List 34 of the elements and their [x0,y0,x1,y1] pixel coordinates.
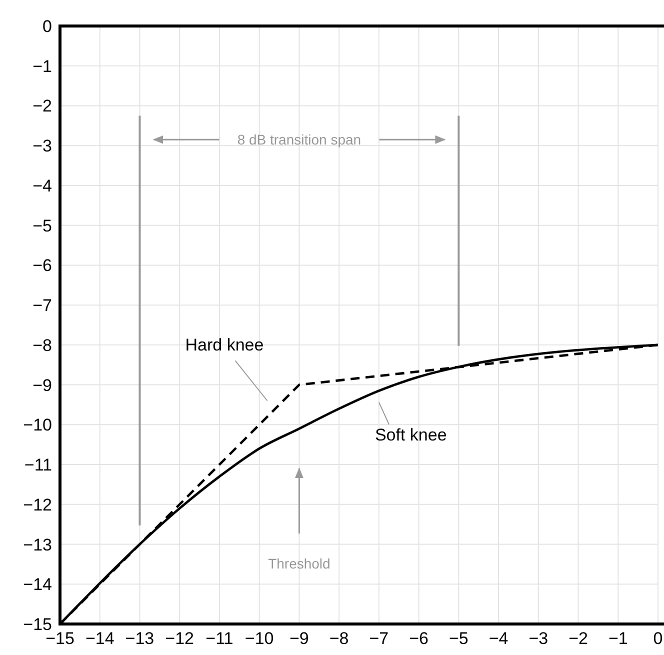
y-tick-label: −3 [32,136,52,156]
y-tick-label: −5 [32,216,52,236]
x-tick-label: −11 [206,629,234,648]
x-tick-label: −6 [409,629,428,648]
y-tick-label: −1 [32,56,52,76]
y-tick-label: −7 [32,296,52,316]
text: Hard knee [185,336,264,355]
x-tick-label: −14 [85,629,114,648]
y-tick-label: −8 [32,336,52,355]
x-tick-label: −9 [290,629,309,648]
annotation: 8 dB transition span [237,132,362,148]
x-tick-label: −8 [329,629,349,648]
x-tick-label: −12 [165,629,194,648]
x-tick-label: −1 [608,629,628,648]
y-tick-label: −4 [32,176,52,196]
y-tick-label: −9 [32,376,52,395]
y-tick-label: −2 [32,96,52,116]
series-label: Soft knee [374,425,447,444]
annotation: Threshold [268,556,330,572]
x-tick-label: −10 [244,629,274,648]
y-tick-label: −11 [24,456,52,475]
x-tick-label: 0 [653,629,663,648]
x-tick-label: −2 [568,629,588,648]
y-tick-label: −13 [23,535,52,554]
x-tick-label: −13 [125,629,154,648]
y-tick-label: −6 [32,256,52,276]
x-tick-label: −7 [369,629,389,648]
x-tick-label: −5 [448,629,468,648]
x-tick-label: −3 [528,629,548,648]
x-tick-label: −4 [488,629,508,648]
y-tick-label: 0 [42,17,52,36]
y-tick-label: −12 [23,495,52,514]
y-tick-label: −10 [23,416,52,435]
y-tick-label: −14 [23,575,52,594]
